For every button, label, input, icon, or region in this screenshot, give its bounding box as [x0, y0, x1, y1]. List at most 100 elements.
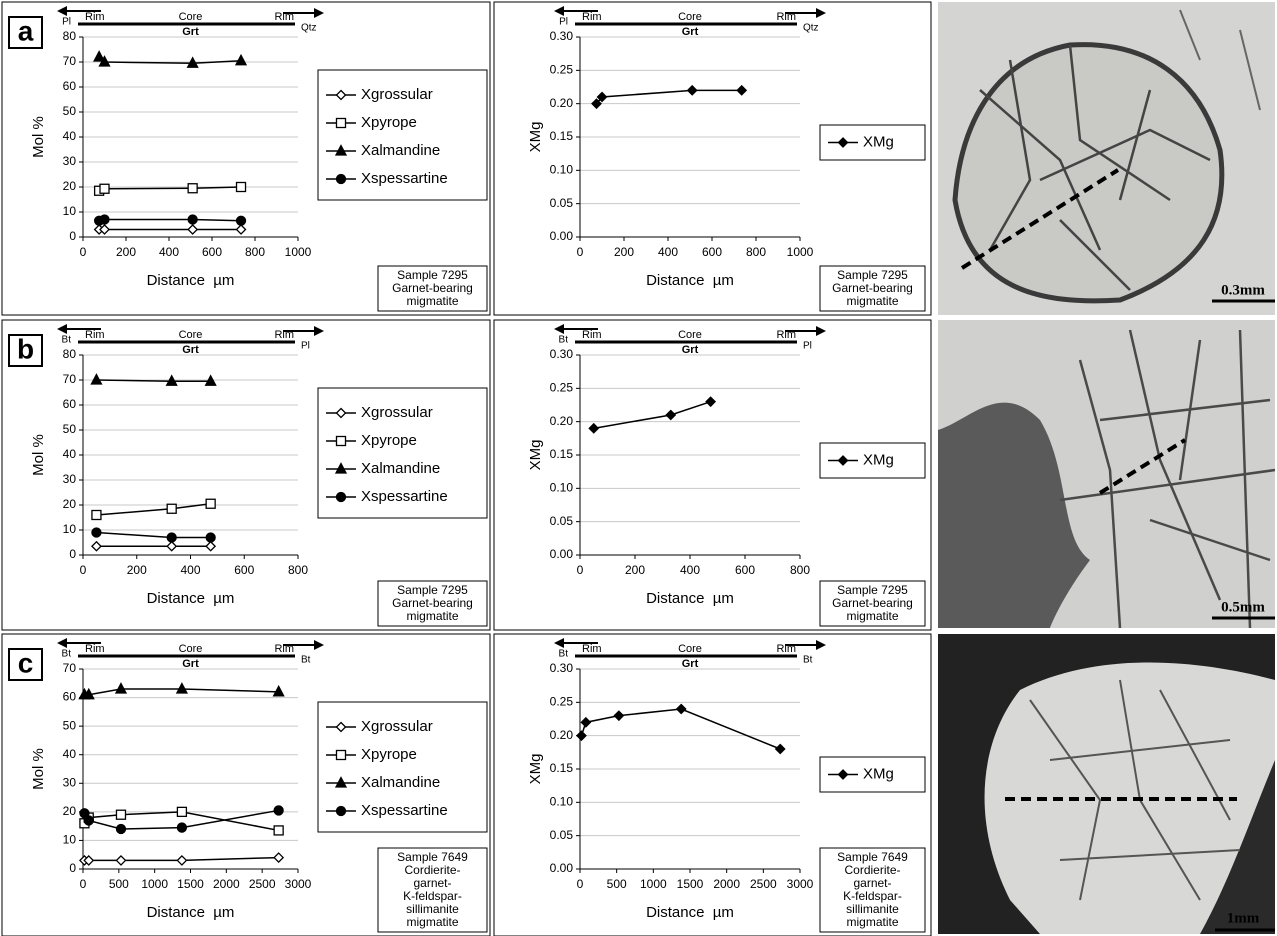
y-tick-label: 0 — [69, 547, 76, 561]
profile-left: Bt — [62, 649, 72, 660]
y-tick-label: 0.15 — [550, 129, 574, 143]
y-tick-label: 20 — [63, 179, 77, 193]
x-tick-label: 400 — [159, 245, 179, 259]
marker — [337, 493, 346, 502]
note-text: garnet- — [413, 876, 451, 890]
marker — [177, 807, 186, 816]
note-text: Sample 7295 — [837, 268, 908, 282]
y-tick-label: 0.00 — [550, 229, 574, 243]
y-axis-label: Mol % — [30, 748, 47, 790]
x-tick-label: 1000 — [640, 877, 667, 891]
x-tick-label: 2000 — [713, 877, 740, 891]
panel-label: c — [18, 647, 34, 678]
y-tick-label: 0.10 — [550, 481, 574, 495]
marker — [167, 533, 176, 542]
note-text: garnet- — [853, 876, 891, 890]
y-tick-label: 10 — [63, 833, 77, 847]
x-tick-label: 3000 — [285, 877, 312, 891]
marker — [206, 499, 215, 508]
profile-rim: Rim — [776, 11, 796, 23]
x-tick-label: 1500 — [677, 877, 704, 891]
marker — [84, 816, 93, 825]
legend-label: Xpyrope — [361, 432, 417, 449]
y-tick-label: 10 — [63, 204, 77, 218]
x-tick-label: 800 — [790, 563, 810, 577]
marker — [188, 184, 197, 193]
note-text: Garnet-bearing — [392, 596, 473, 610]
y-tick-label: 0.00 — [550, 547, 574, 561]
profile-mineral: Grt — [182, 26, 199, 38]
y-tick-label: 0.15 — [550, 761, 574, 775]
photo-a — [938, 2, 1275, 315]
profile-rim: Rim — [776, 329, 796, 341]
profile-rim: Rim — [582, 329, 602, 341]
x-axis-label: Distance µm — [147, 590, 235, 607]
y-axis-label: XMg — [527, 122, 544, 153]
note-text: Sample 7295 — [397, 583, 468, 597]
y-tick-label: 20 — [63, 497, 77, 511]
scale-label: 1mm — [1227, 910, 1260, 926]
marker — [337, 807, 346, 816]
y-tick-label: 70 — [63, 372, 77, 386]
profile-mineral: Grt — [682, 26, 699, 38]
x-axis-label: Distance µm — [147, 904, 235, 921]
marker — [177, 823, 186, 832]
x-tick-label: 1000 — [285, 245, 312, 259]
legend-label: Xalmandine — [361, 774, 440, 791]
legend-label: Xgrossular — [361, 718, 433, 735]
marker — [100, 215, 109, 224]
x-tick-label: 0 — [577, 245, 584, 259]
note-text: migmatite — [846, 294, 898, 308]
profile-rim: Rim — [274, 11, 294, 23]
y-tick-label: 50 — [63, 422, 77, 436]
y-tick-label: 0.05 — [550, 828, 574, 842]
y-tick-label: 60 — [63, 397, 77, 411]
y-tick-label: 40 — [63, 129, 77, 143]
y-tick-label: 0.05 — [550, 514, 574, 528]
profile-core: Core — [678, 643, 702, 655]
x-tick-label: 500 — [607, 877, 627, 891]
marker — [237, 183, 246, 192]
profile-rim: Rim — [582, 643, 602, 655]
x-tick-label: 2500 — [249, 877, 276, 891]
x-tick-label: 400 — [180, 563, 200, 577]
x-tick-label: 200 — [127, 563, 147, 577]
photo-b — [938, 320, 1275, 628]
profile-rim: Rim — [85, 329, 105, 341]
x-axis-label: Distance µm — [646, 590, 734, 607]
note-text: migmatite — [846, 609, 898, 623]
x-tick-label: 800 — [746, 245, 766, 259]
x-tick-label: 1000 — [141, 877, 168, 891]
legend-label: Xalmandine — [361, 142, 440, 159]
figure: aRimCoreRimGrtPlQtz010203040506070800200… — [0, 0, 1277, 936]
note-text: migmatite — [406, 609, 458, 623]
profile-left: Pl — [559, 17, 568, 28]
x-tick-label: 2500 — [750, 877, 777, 891]
x-tick-label: 0 — [80, 563, 87, 577]
marker — [92, 511, 101, 520]
y-tick-label: 0.10 — [550, 795, 574, 809]
profile-core: Core — [179, 11, 203, 23]
y-tick-label: 80 — [63, 29, 77, 43]
note-text: Garnet-bearing — [832, 596, 913, 610]
profile-core: Core — [179, 643, 203, 655]
legend-label: Xspessartine — [361, 802, 448, 819]
y-tick-label: 40 — [63, 447, 77, 461]
marker — [206, 533, 215, 542]
x-tick-label: 2000 — [213, 877, 240, 891]
profile-core: Core — [179, 329, 203, 341]
y-tick-label: 20 — [63, 804, 77, 818]
y-tick-label: 0 — [69, 229, 76, 243]
y-tick-label: 0.30 — [550, 661, 574, 675]
y-tick-label: 30 — [63, 775, 77, 789]
profile-core: Core — [678, 329, 702, 341]
y-tick-label: 0.30 — [550, 347, 574, 361]
y-tick-label: 70 — [63, 661, 77, 675]
y-tick-label: 30 — [63, 154, 77, 168]
marker — [100, 184, 109, 193]
y-tick-label: 0.25 — [550, 381, 574, 395]
legend-label: Xalmandine — [361, 460, 440, 477]
panel-label: b — [17, 333, 34, 364]
marker — [237, 216, 246, 225]
x-tick-label: 500 — [109, 877, 129, 891]
